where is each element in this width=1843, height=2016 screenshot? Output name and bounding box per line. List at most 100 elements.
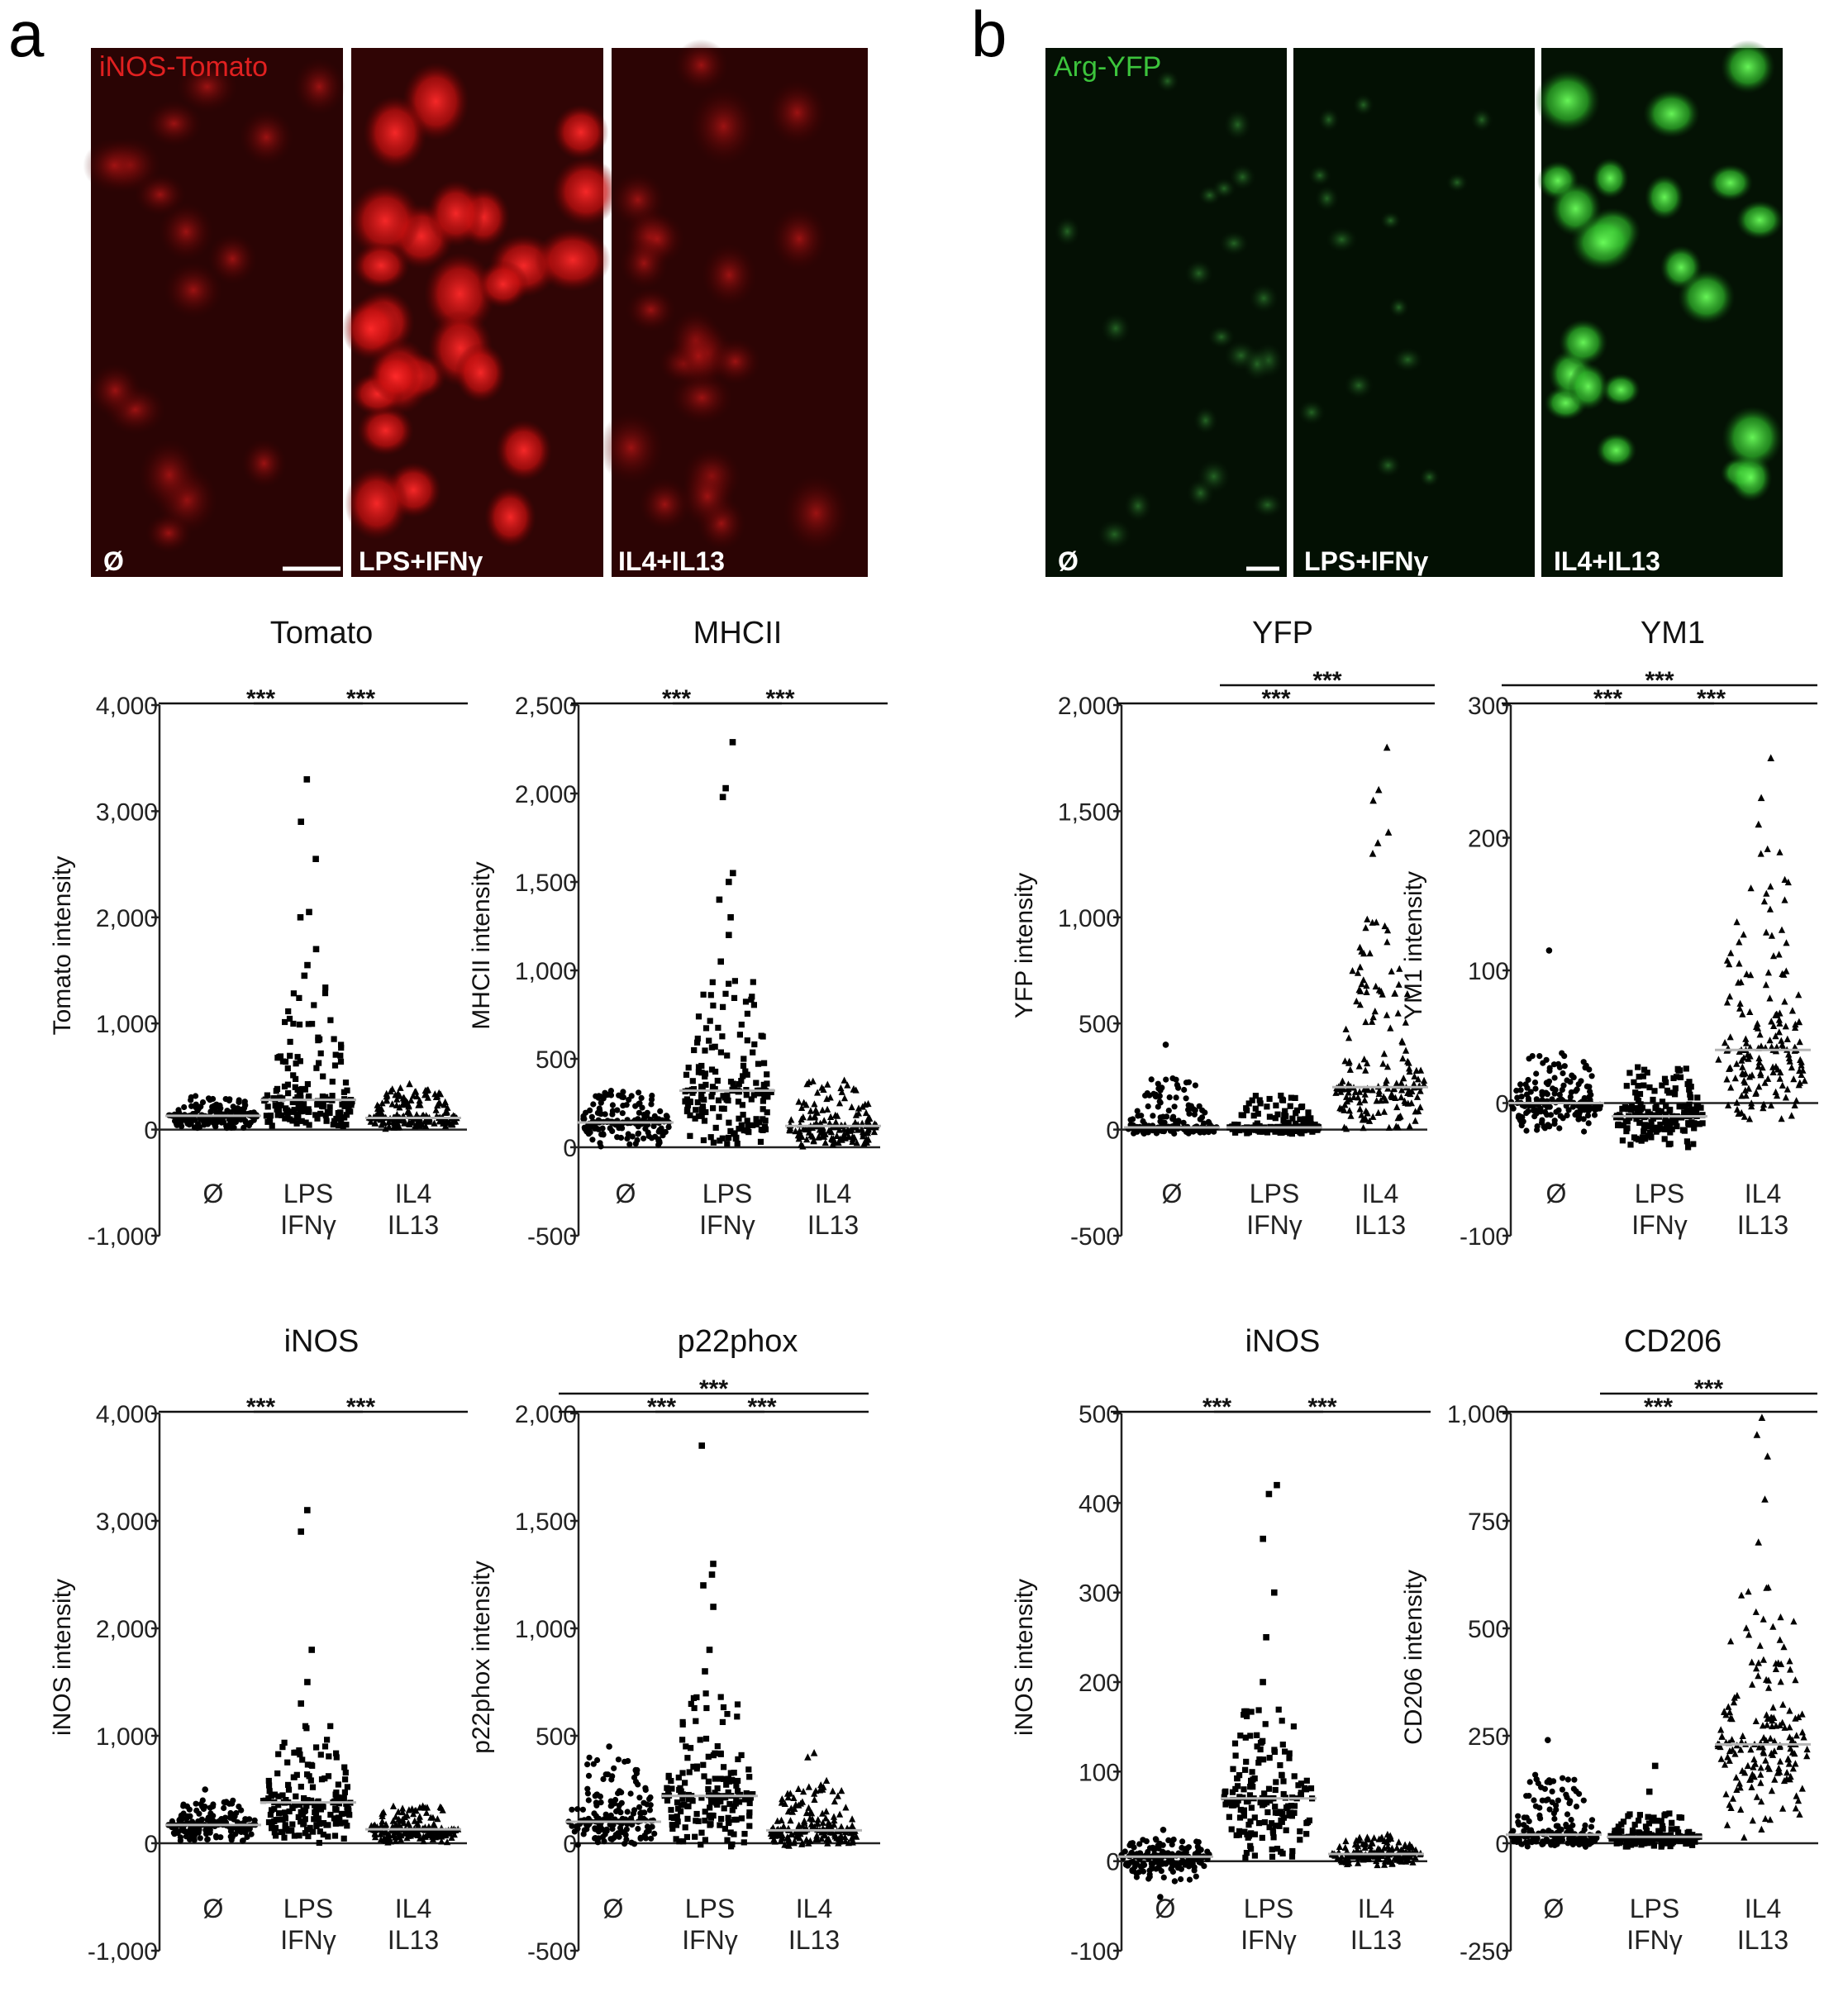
data-point bbox=[619, 1110, 626, 1117]
data-point bbox=[1364, 1086, 1371, 1094]
data-point bbox=[1236, 1832, 1242, 1838]
data-point bbox=[188, 1103, 195, 1109]
data-point bbox=[399, 1815, 407, 1823]
data-point bbox=[342, 1819, 349, 1826]
data-point bbox=[720, 1093, 726, 1099]
data-point bbox=[1354, 969, 1362, 976]
data-point bbox=[302, 1119, 309, 1126]
data-point bbox=[680, 1838, 687, 1845]
data-point bbox=[450, 1831, 458, 1838]
chart-title: YFP bbox=[1252, 616, 1313, 651]
data-point bbox=[238, 1807, 245, 1813]
significance-label: *** bbox=[346, 685, 375, 713]
data-point bbox=[829, 1141, 836, 1148]
data-point bbox=[1526, 1793, 1532, 1799]
data-point bbox=[1746, 1008, 1754, 1015]
outlier-point bbox=[1383, 743, 1391, 751]
data-point bbox=[1664, 1121, 1670, 1127]
data-point bbox=[1264, 1809, 1271, 1816]
data-point bbox=[1663, 1079, 1669, 1086]
data-point bbox=[282, 1058, 289, 1065]
data-point bbox=[1404, 1099, 1412, 1107]
y-tick-label: 3,000 bbox=[96, 1508, 158, 1536]
data-point bbox=[1642, 1823, 1650, 1830]
data-point bbox=[1569, 1103, 1576, 1110]
data-point bbox=[401, 1101, 408, 1108]
data-point bbox=[1388, 1092, 1395, 1099]
data-point bbox=[321, 1095, 328, 1102]
data-point bbox=[744, 1071, 750, 1078]
data-point bbox=[682, 1780, 688, 1786]
data-point bbox=[1661, 1075, 1669, 1082]
data-point bbox=[690, 1763, 697, 1770]
data-point bbox=[1148, 1076, 1155, 1083]
data-point bbox=[436, 1089, 443, 1096]
data-point bbox=[617, 1134, 625, 1141]
data-point bbox=[1509, 1104, 1516, 1112]
data-point bbox=[1526, 1779, 1533, 1785]
data-point bbox=[813, 1108, 821, 1116]
data-point bbox=[790, 1794, 798, 1801]
data-point bbox=[1726, 1065, 1733, 1072]
data-point bbox=[723, 1781, 730, 1788]
data-points-2 bbox=[1328, 1830, 1424, 1869]
data-point bbox=[296, 1833, 302, 1839]
data-point bbox=[826, 1828, 834, 1836]
data-point bbox=[1759, 1064, 1766, 1071]
data-point bbox=[1269, 1820, 1275, 1827]
data-points-0 bbox=[565, 1743, 658, 1848]
data-point bbox=[1725, 1101, 1732, 1108]
data-points-0 bbox=[1125, 1041, 1220, 1137]
data-point bbox=[1772, 1032, 1779, 1040]
data-point bbox=[1633, 1135, 1640, 1142]
data-point bbox=[1343, 1093, 1350, 1100]
data-point bbox=[635, 1825, 641, 1833]
data-point bbox=[1736, 1780, 1743, 1787]
data-point bbox=[312, 1112, 319, 1118]
micrograph-b-il4-il13 bbox=[1535, 40, 1784, 577]
category-label: IFNγ bbox=[699, 1210, 755, 1240]
data-point bbox=[683, 1743, 689, 1750]
data-point bbox=[1661, 1136, 1668, 1142]
data-point bbox=[1726, 1709, 1734, 1716]
data-point bbox=[797, 1799, 804, 1807]
data-point bbox=[1247, 1842, 1254, 1849]
data-point bbox=[1628, 1103, 1635, 1110]
data-point bbox=[1406, 1122, 1413, 1130]
data-point bbox=[1795, 1081, 1803, 1089]
data-point bbox=[1279, 1742, 1286, 1748]
data-point bbox=[380, 1834, 388, 1842]
data-point bbox=[1556, 1091, 1563, 1098]
data-point bbox=[237, 1115, 244, 1122]
data-point bbox=[762, 1118, 769, 1124]
data-point bbox=[324, 1737, 331, 1743]
data-point bbox=[1648, 1118, 1655, 1125]
data-point bbox=[1651, 1088, 1658, 1094]
data-point bbox=[1254, 1122, 1260, 1129]
data-point bbox=[406, 1111, 413, 1118]
data-point bbox=[1156, 1093, 1163, 1099]
outlier-point bbox=[716, 896, 723, 903]
data-point bbox=[689, 1089, 696, 1096]
data-point bbox=[265, 1777, 272, 1785]
data-point bbox=[1742, 1092, 1750, 1099]
data-point bbox=[1514, 1094, 1521, 1101]
data-point bbox=[296, 994, 302, 1001]
data-point bbox=[1778, 926, 1786, 933]
data-point bbox=[1563, 1791, 1569, 1798]
data-point bbox=[821, 1831, 828, 1838]
data-point bbox=[1615, 1122, 1622, 1128]
data-point bbox=[838, 1088, 845, 1095]
data-point bbox=[819, 1106, 826, 1113]
outlier-point bbox=[1369, 850, 1377, 857]
data-point bbox=[325, 1822, 331, 1828]
data-point bbox=[574, 1806, 581, 1813]
data-point bbox=[736, 1115, 742, 1122]
data-point bbox=[1736, 938, 1743, 946]
data-point bbox=[641, 1135, 647, 1141]
data-point bbox=[1355, 1859, 1362, 1866]
data-point bbox=[735, 1777, 741, 1785]
data-point bbox=[1756, 1642, 1764, 1649]
